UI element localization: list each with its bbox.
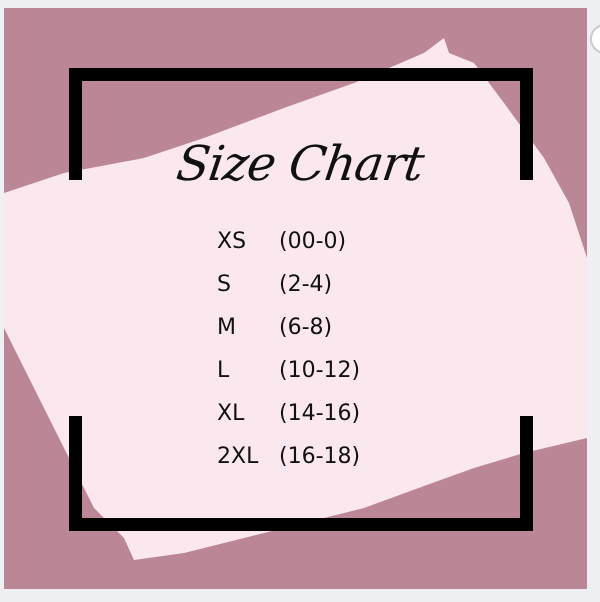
frame-bottom-left [69, 416, 82, 531]
size-label: L [217, 358, 230, 383]
brush-stroke [4, 38, 587, 560]
next-image-button[interactable] [590, 24, 600, 54]
frame-bottom [69, 518, 533, 531]
size-label: XL [217, 401, 245, 426]
size-range: (10-12) [279, 358, 361, 383]
size-range: (14-16) [279, 401, 361, 426]
size-label: M [217, 315, 236, 340]
frame-top-left [69, 68, 82, 180]
size-chart-image [4, 8, 587, 589]
frame-top-right [520, 68, 533, 180]
size-label: S [217, 272, 231, 297]
size-row: S (2-4) [217, 263, 360, 306]
size-row: M (6-8) [217, 306, 360, 349]
size-row: XS (00-0) [217, 220, 360, 263]
size-range: (2-4) [279, 272, 333, 297]
chart-title: Size Chart [173, 136, 427, 192]
size-range: (6-8) [279, 315, 333, 340]
size-list: XS (00-0) S (2-4) M (6-8) L (10-12) XL (14-16… [217, 220, 360, 478]
size-range: (00-0) [279, 229, 347, 254]
frame-bottom-right [520, 416, 533, 531]
frame-top [69, 68, 533, 81]
size-label: XS [217, 229, 247, 254]
size-row: XL (14-16) [217, 392, 360, 435]
brush-background [4, 8, 587, 589]
size-range: (16-18) [279, 444, 361, 469]
size-row: 2XL (16-18) [217, 435, 360, 478]
size-label: 2XL [217, 444, 259, 469]
size-row: L (10-12) [217, 349, 360, 392]
